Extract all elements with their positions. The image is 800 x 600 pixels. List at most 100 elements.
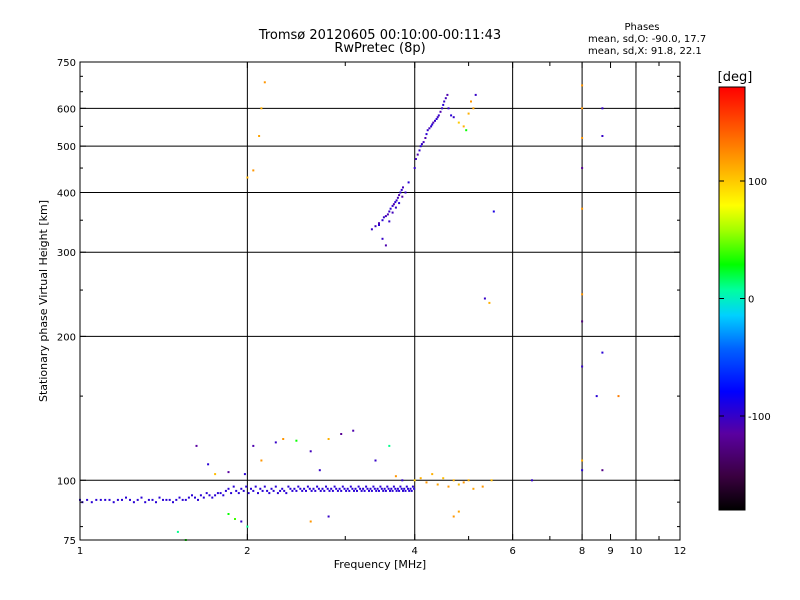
data-point (219, 492, 222, 495)
data-point (333, 485, 336, 488)
data-point (384, 215, 387, 218)
y-tick-label: 600 (57, 104, 76, 115)
data-point (328, 489, 331, 492)
y-tick-label: 300 (57, 248, 76, 259)
y-tick-label: 100 (57, 476, 76, 487)
data-point (316, 485, 319, 488)
data-point (413, 167, 416, 169)
data-point (360, 489, 363, 492)
data-point (388, 210, 391, 213)
data-point (297, 485, 300, 488)
data-point (331, 489, 334, 492)
data-point (370, 489, 373, 492)
data-point (274, 441, 277, 444)
data-point (165, 498, 168, 501)
data-point (398, 194, 401, 197)
data-point (374, 225, 377, 228)
data-point (424, 137, 427, 139)
data-point (247, 492, 250, 495)
data-point (261, 489, 264, 492)
data-point (488, 301, 491, 304)
data-point (197, 498, 199, 501)
data-point (404, 191, 407, 194)
data-point (308, 487, 311, 490)
data-point (452, 116, 455, 119)
x-tick-label: 1 (77, 546, 83, 557)
data-point (581, 469, 584, 472)
data-point (319, 489, 322, 492)
y-tick-label: 500 (57, 142, 76, 153)
x-tick-label: 12 (674, 546, 687, 557)
data-point (263, 81, 266, 84)
data-point (386, 485, 389, 488)
data-point (272, 489, 275, 492)
data-point (465, 129, 468, 132)
data-point (208, 494, 211, 497)
data-point (436, 116, 439, 119)
data-point (348, 489, 351, 492)
data-point (441, 107, 444, 110)
data-point (442, 103, 445, 106)
data-point (199, 494, 202, 497)
data-point (369, 487, 372, 490)
data-point (184, 498, 187, 501)
data-point (108, 498, 111, 501)
data-point (268, 492, 271, 495)
data-point (338, 487, 341, 490)
data-point (382, 489, 385, 492)
data-point (457, 510, 460, 513)
data-point (601, 107, 604, 110)
data-point (601, 135, 604, 137)
data-point (341, 485, 344, 488)
data-point (398, 489, 401, 492)
data-point (116, 498, 119, 501)
data-point (368, 489, 370, 492)
data-point (432, 121, 435, 124)
data-point (181, 498, 184, 501)
data-point (136, 498, 139, 501)
data-point (410, 489, 413, 492)
data-point (326, 487, 329, 490)
data-point (207, 463, 210, 466)
x-tick-label: 2 (244, 546, 250, 557)
data-point (285, 492, 288, 495)
data-point (490, 479, 493, 482)
data-point (413, 487, 416, 490)
data-point (408, 489, 411, 492)
data-point (252, 444, 255, 447)
data-point (289, 487, 292, 490)
data-point (305, 489, 307, 492)
data-point (327, 438, 330, 440)
data-point (428, 127, 431, 130)
data-point (336, 489, 339, 492)
data-point (246, 176, 249, 179)
data-point (245, 485, 248, 488)
data-point (175, 498, 178, 501)
data-point (395, 489, 398, 492)
data-point (327, 515, 330, 518)
colorbar-ticks: 100 0 -100 (719, 177, 771, 423)
data-point (260, 459, 263, 462)
data-point (254, 485, 257, 488)
data-point (227, 471, 230, 474)
data-point (382, 216, 385, 219)
data-point (401, 479, 404, 482)
data-point (224, 489, 227, 492)
data-point (431, 123, 434, 126)
data-point (425, 481, 428, 484)
data-point (386, 213, 389, 216)
data-point (90, 501, 93, 504)
data-point (435, 118, 438, 120)
data-point (310, 489, 313, 492)
data-point (379, 485, 382, 488)
data-point (378, 224, 380, 226)
data-point (422, 141, 425, 144)
data-point (243, 473, 246, 476)
data-point (158, 496, 161, 499)
data-point (95, 498, 98, 501)
data-point (394, 206, 397, 209)
data-point (381, 219, 384, 222)
data-point (155, 501, 157, 504)
data-point (125, 496, 127, 499)
data-point (140, 496, 143, 499)
